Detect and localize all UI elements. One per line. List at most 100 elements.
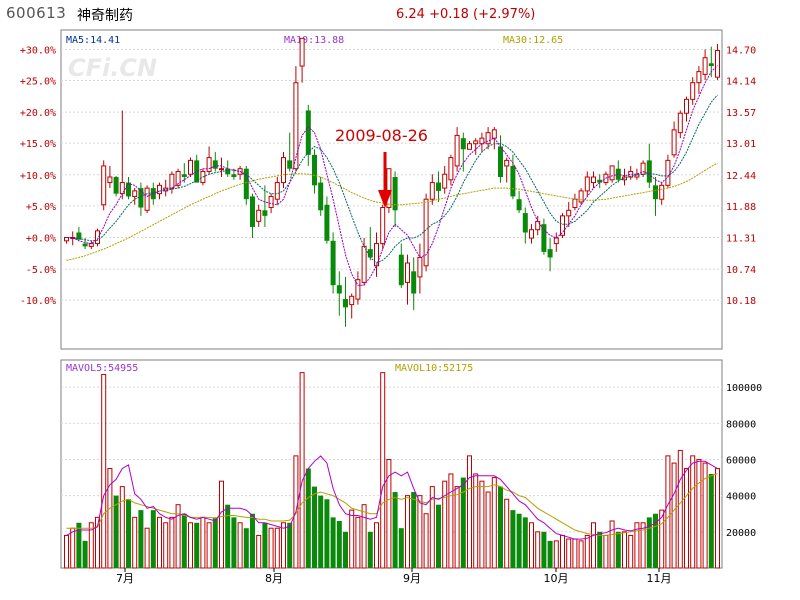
- left-tick-label: +5.0%: [26, 202, 56, 213]
- volume-bar-up: [386, 458, 392, 569]
- candle-up: [467, 143, 472, 150]
- left-tick-label: +15.0%: [20, 139, 56, 150]
- volume-bar-up: [622, 531, 627, 569]
- volume-bar-down: [287, 522, 293, 568]
- candle-down: [343, 299, 348, 308]
- candle-up: [386, 168, 392, 209]
- candle-down: [138, 188, 144, 208]
- candle-down: [262, 210, 268, 216]
- candle-up: [640, 162, 646, 175]
- volume-bar-up: [659, 509, 665, 569]
- candle-down: [541, 224, 547, 252]
- volume-bar-down: [212, 517, 218, 568]
- volume-bar-up: [349, 509, 355, 569]
- volume-bar-up: [237, 522, 243, 569]
- volume-bar-up: [299, 372, 305, 569]
- candle-up: [560, 215, 565, 236]
- x-axis-label: 10月: [544, 572, 569, 585]
- candle-down: [510, 165, 516, 197]
- ma10-line: [66, 94, 718, 264]
- volume-bar-up: [677, 449, 683, 569]
- candle-down: [367, 249, 373, 258]
- volume-bar-down: [436, 504, 441, 568]
- right-axis-ticks: 14.70 14.14 13.57 13.01 12.44 11.88 11.31 10.74…: [726, 45, 756, 307]
- candle-up: [702, 57, 708, 75]
- left-tick-label: -5.0%: [26, 265, 56, 276]
- candle-down: [212, 160, 218, 169]
- candle-up: [553, 237, 559, 245]
- candle-down: [287, 160, 293, 169]
- candle-down: [392, 177, 398, 211]
- volume-bar-down: [138, 510, 144, 568]
- price-gridlines: [61, 48, 722, 301]
- volume-bar-up: [169, 516, 175, 569]
- right-tick-label: 14.14: [726, 76, 756, 87]
- volume-bar-down: [708, 473, 714, 568]
- candle-up: [405, 262, 410, 283]
- candle-up: [188, 159, 193, 175]
- volume-bar-down: [305, 468, 311, 568]
- candle-down: [312, 154, 317, 186]
- volume-bar-down: [126, 499, 131, 568]
- candle-up: [423, 198, 429, 267]
- candle-up: [665, 159, 671, 186]
- candle-down: [398, 254, 404, 286]
- volume-bar-down: [76, 522, 82, 568]
- candle-up: [256, 209, 262, 222]
- candle-up: [281, 157, 286, 184]
- candle-up: [442, 173, 448, 189]
- volume-bar-down: [498, 486, 503, 568]
- candle-up: [268, 195, 274, 209]
- volume-bar-up: [684, 468, 689, 569]
- legend-ma10: MA10:13.88: [284, 35, 344, 46]
- left-tick-label: +30.0%: [20, 45, 56, 56]
- volume-bar-up: [690, 455, 696, 569]
- volume-bar-down: [367, 531, 373, 568]
- candle-down: [305, 110, 311, 155]
- volume-bar-up: [578, 540, 584, 569]
- x-axis-label: 11月: [647, 572, 672, 585]
- volume-bar-up: [70, 527, 76, 569]
- left-tick-label: +10.0%: [20, 171, 56, 182]
- left-tick-label: +25.0%: [20, 76, 56, 87]
- volume-bar-up: [429, 486, 435, 569]
- volume-bar-down: [330, 517, 336, 568]
- volume-bar-up: [473, 473, 479, 569]
- volume-bar-down: [597, 531, 603, 568]
- volume-bar-down: [113, 495, 119, 568]
- x-axis-label: 8月: [265, 572, 283, 585]
- candle-up: [355, 279, 361, 300]
- candle-up: [274, 182, 280, 200]
- volume-bar-up: [64, 534, 69, 569]
- volume-bar-down: [516, 513, 522, 568]
- candle-down: [231, 174, 237, 178]
- candle-down: [194, 160, 200, 183]
- legend-ma5: MA5:14.41: [66, 35, 120, 46]
- volume-bar-down: [615, 531, 621, 568]
- volume-bar-up: [132, 516, 138, 569]
- volume-bar-up: [572, 538, 578, 569]
- candle-up: [696, 71, 702, 84]
- candle-up: [529, 229, 534, 239]
- volume-bar-up: [715, 468, 720, 569]
- volume-bar-up: [603, 534, 609, 569]
- candle-up: [101, 165, 107, 206]
- volume-bar-up: [479, 480, 485, 569]
- volume-bar-up: [163, 522, 169, 569]
- candle-down: [330, 240, 336, 286]
- volume-bar-up: [467, 455, 472, 569]
- candle-down: [243, 168, 249, 200]
- volume-bar-up: [696, 458, 702, 569]
- candle-up: [144, 187, 150, 211]
- candle-up: [107, 176, 113, 184]
- candle-down: [82, 243, 88, 247]
- volume-bar-up: [268, 527, 274, 569]
- legend-ma30: MA30:12.65: [503, 35, 563, 46]
- candle-up: [293, 82, 299, 170]
- volume-tick-label: 80000: [726, 419, 756, 430]
- ma5-line: [66, 65, 718, 286]
- volume-bar-down: [82, 540, 88, 568]
- volume-bar-up: [374, 522, 379, 569]
- volume-bar-down: [541, 531, 547, 568]
